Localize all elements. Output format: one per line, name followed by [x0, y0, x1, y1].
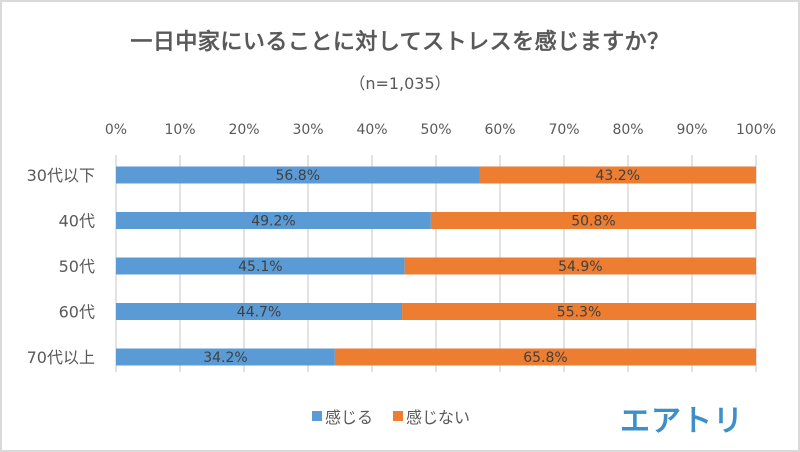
- bar-segment-no: [404, 257, 756, 275]
- x-tick-label: 0%: [105, 122, 127, 138]
- x-tick-label: 80%: [612, 122, 643, 138]
- airtrip-logo: エアトリ: [620, 404, 744, 439]
- legend-label-no: 感じない: [406, 408, 471, 427]
- x-tick-label: 90%: [676, 122, 707, 138]
- data-label: 44.7%: [237, 305, 281, 321]
- legend-item-yes: 感じる: [312, 404, 373, 428]
- data-label: 45.1%: [238, 259, 282, 275]
- x-tick-label: 30%: [292, 122, 323, 138]
- x-tick-label: 70%: [548, 122, 579, 138]
- x-tick-label: 40%: [356, 122, 387, 138]
- chart-title: 一日中家にいることに対してストレスを感じますか？: [130, 30, 670, 55]
- data-label: 56.8%: [276, 168, 320, 184]
- data-label: 49.2%: [251, 214, 295, 230]
- x-tick-label: 10%: [164, 122, 195, 138]
- bar-segment-yes: [116, 303, 403, 320]
- category-label: 30代以下: [27, 166, 95, 185]
- chart-subtitle: （n=1,035）: [349, 74, 451, 93]
- data-label: 43.2%: [596, 168, 640, 184]
- legend-swatch-yes: [312, 411, 322, 421]
- bar-segment-no: [402, 303, 756, 320]
- category-label: 70代以上: [27, 348, 95, 367]
- bar-segment-yes: [116, 348, 335, 366]
- data-label: 65.8%: [523, 350, 567, 366]
- x-tick-label: 60%: [484, 122, 515, 138]
- data-label: 34.2%: [203, 350, 247, 366]
- data-label: 54.9%: [558, 259, 602, 275]
- data-label: 55.3%: [557, 305, 601, 321]
- bar-segment-yes: [116, 212, 431, 229]
- data-label: 50.8%: [571, 214, 615, 230]
- x-tick-label: 20%: [228, 122, 259, 138]
- legend: 感じる 感じない: [312, 404, 470, 428]
- legend-item-no: 感じない: [393, 404, 470, 428]
- bar-segment-no: [479, 166, 756, 184]
- legend-label-yes: 感じる: [325, 408, 374, 427]
- bar-segment-no: [430, 212, 756, 229]
- category-label: 40代: [59, 212, 95, 231]
- category-label: 60代: [59, 303, 95, 322]
- x-tick-label: 50%: [420, 122, 451, 138]
- x-tick-label: 100%: [736, 122, 776, 138]
- legend-swatch-no: [393, 411, 404, 421]
- category-label: 50代: [59, 257, 95, 276]
- bar-segment-yes: [116, 166, 480, 184]
- bar-segment-no: [334, 348, 756, 366]
- bar-segment-yes: [116, 257, 405, 275]
